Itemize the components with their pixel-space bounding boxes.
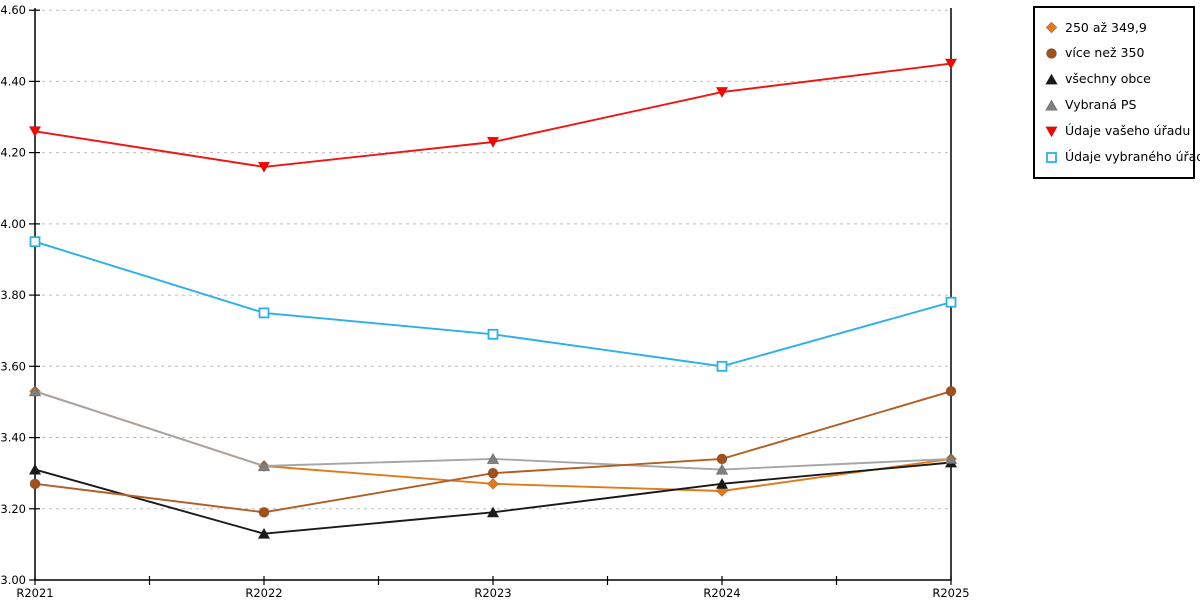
y-tick-label: 4.60 — [0, 3, 26, 17]
legend-label: více než 350 — [1065, 45, 1145, 61]
y-tick-label: 3.80 — [0, 288, 26, 302]
triangle-down-legend-icon — [1045, 126, 1058, 138]
legend-item-daje-vybran-ho-adu: Údaje vybraného úřadu — [1044, 150, 1200, 165]
diamond-legend-icon — [1045, 21, 1058, 34]
circle-legend-icon — [1046, 48, 1057, 60]
legend-label: všechny obce — [1065, 71, 1151, 87]
y-tick-label: 4.40 — [0, 74, 26, 88]
legend-item-250-a-349-9: 250 až 349,9 — [1044, 20, 1193, 35]
series-daje-va-eho-adu — [28, 58, 958, 174]
y-tick-label: 4.00 — [0, 217, 26, 231]
x-tick-label: R2024 — [703, 586, 740, 600]
y-axis: 3.00 3.20 3.40 3.60 3.80 4.00 4.20 4.40 4.60 — [0, 3, 40, 587]
series-daje-vybran-ho-adu — [29, 236, 957, 372]
x-tick-label: R2023 — [474, 586, 511, 600]
series-250-a-349-9 — [28, 385, 958, 498]
legend-item-v-echny-obce: všechny obce — [1044, 72, 1193, 87]
legend-item-vybran-ps: Vybraná PS — [1044, 98, 1193, 113]
triangle-up-legend-icon — [1045, 99, 1058, 111]
axes — [34, 8, 952, 581]
legend-label: Údaje vybraného úřadu — [1065, 148, 1200, 164]
triangle-up-legend-icon — [1045, 73, 1058, 85]
y-tick-label: 3.00 — [0, 573, 26, 587]
series-vybran-ps — [28, 384, 958, 475]
x-tick-label: R2025 — [932, 586, 969, 600]
legend: 250 až 349,9 více než 350 všechny obce Vybr… — [1033, 6, 1200, 179]
legend-label: Vybraná PS — [1065, 97, 1137, 113]
x-tick-label: R2022 — [245, 586, 282, 600]
gridlines — [35, 9, 951, 510]
x-axis: R2021 R2022 R2023 R2024 R2025 — [16, 576, 970, 600]
x-tick-label: R2021 — [16, 586, 53, 600]
y-tick-label: 3.20 — [0, 502, 26, 516]
series-v-ce-ne-350 — [29, 385, 957, 518]
legend-label: Údaje vašeho úřadu — [1065, 122, 1191, 138]
y-tick-label: 3.40 — [0, 431, 26, 445]
legend-item-daje-va-eho-adu: Údaje vašeho úřadu — [1044, 124, 1193, 139]
legend-item-v-ce-ne-350: více než 350 — [1044, 46, 1193, 61]
y-tick-label: 4.20 — [0, 146, 26, 160]
square-open-legend-icon — [1046, 151, 1057, 163]
legend-label: 250 až 349,9 — [1065, 19, 1147, 35]
y-tick-label: 3.60 — [0, 359, 26, 373]
